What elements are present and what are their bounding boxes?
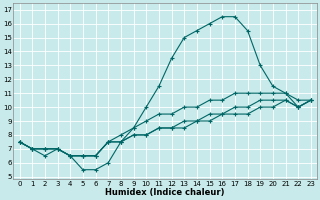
- X-axis label: Humidex (Indice chaleur): Humidex (Indice chaleur): [106, 188, 225, 197]
